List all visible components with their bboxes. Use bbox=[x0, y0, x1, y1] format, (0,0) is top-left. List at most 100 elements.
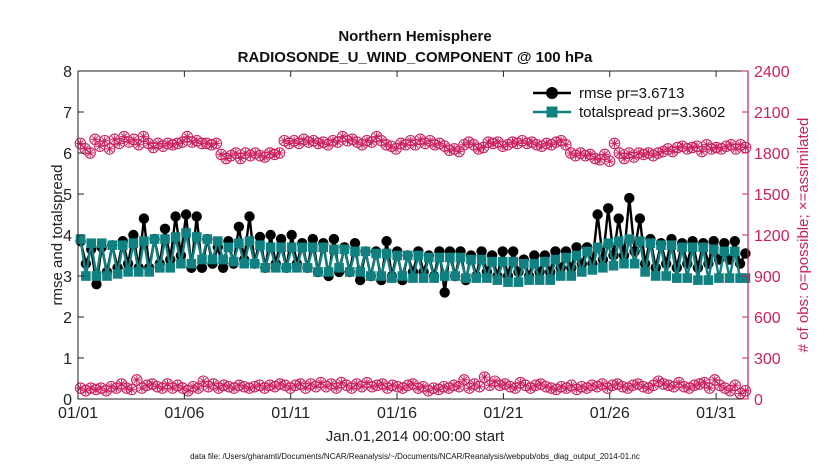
totalspread-point bbox=[629, 258, 640, 269]
obs-assimilated-marker bbox=[338, 132, 347, 141]
obs-assimilated-marker bbox=[139, 132, 148, 141]
totalspread-point bbox=[329, 244, 339, 255]
obs-assimilated-marker bbox=[378, 379, 387, 389]
totalspread-point bbox=[503, 277, 513, 287]
obs-assimilated-marker bbox=[286, 383, 295, 393]
totalspread-point bbox=[102, 271, 112, 281]
obs-possible-marker bbox=[739, 385, 752, 397]
obs-assimilated-marker bbox=[212, 139, 221, 148]
obs-assimilated-marker bbox=[620, 154, 629, 163]
obs-assimilated-marker bbox=[85, 148, 95, 158]
obs-assimilated-marker bbox=[741, 143, 750, 152]
totalspread-point bbox=[133, 267, 144, 277]
obs-assimilated-marker bbox=[81, 144, 90, 154]
obs-assimilated-marker bbox=[516, 378, 525, 387]
obs-assimilated-marker bbox=[182, 132, 192, 141]
obs-assimilated-marker bbox=[697, 147, 707, 156]
obs-assimilated-marker bbox=[81, 386, 90, 395]
totalspread-point bbox=[524, 275, 534, 285]
obs-assimilated-marker bbox=[511, 383, 520, 393]
obs-assimilated-marker bbox=[454, 382, 464, 391]
obs-assimilated-marker bbox=[391, 144, 401, 154]
x-tick-label: 01/06 bbox=[164, 405, 204, 422]
totalspread-point bbox=[371, 248, 381, 259]
rmse-point bbox=[275, 233, 287, 245]
obs-count-marker bbox=[608, 137, 621, 150]
totalspread-point bbox=[392, 250, 402, 261]
legend-totalspread-marker bbox=[546, 106, 558, 118]
obs-count-marker bbox=[137, 130, 150, 143]
rmse-point bbox=[497, 246, 508, 257]
rmse-point bbox=[196, 262, 208, 273]
obs-assimilated-marker bbox=[610, 139, 619, 148]
totalspread-point bbox=[191, 232, 202, 242]
obs-possible-marker bbox=[103, 143, 116, 155]
obs-assimilated-marker bbox=[731, 381, 740, 390]
obs-assimilated-marker bbox=[624, 148, 634, 158]
totalspread-point bbox=[450, 271, 460, 281]
totalspread-point bbox=[123, 267, 133, 277]
obs-possible-marker bbox=[729, 379, 741, 392]
obs-assimilated-marker bbox=[715, 381, 725, 390]
plot-area bbox=[74, 130, 752, 400]
obs-assimilated-marker bbox=[615, 148, 624, 158]
obs-assimilated-marker bbox=[700, 378, 709, 387]
y-right-tick-label: 1200 bbox=[754, 228, 790, 245]
totalspread-point bbox=[239, 258, 249, 269]
rmse-point bbox=[708, 236, 719, 247]
rmse-point bbox=[159, 223, 171, 234]
rmse-point bbox=[624, 192, 635, 204]
obs-assimilated-marker bbox=[668, 147, 677, 156]
obs-assimilated-marker bbox=[556, 136, 566, 145]
totalspread-point bbox=[387, 273, 397, 283]
totalspread-point bbox=[339, 244, 350, 255]
totalspread-point bbox=[735, 273, 745, 283]
totalspread-point bbox=[492, 275, 503, 285]
obs-assimilated-marker bbox=[567, 381, 576, 390]
obs-count-marker bbox=[478, 371, 491, 383]
obs-assimilated-marker bbox=[294, 139, 304, 148]
totalspread-point bbox=[497, 256, 508, 267]
rmse-point bbox=[381, 236, 392, 247]
totalspread-point bbox=[376, 271, 387, 281]
obs-assimilated-marker bbox=[398, 383, 407, 393]
obs-assimilated-marker bbox=[357, 382, 367, 391]
obs-assimilated-marker bbox=[332, 383, 341, 393]
obs-assimilated-marker bbox=[685, 383, 694, 393]
totalspread-point bbox=[708, 244, 719, 255]
obs-possible-marker bbox=[703, 382, 716, 394]
totalspread-point bbox=[260, 263, 271, 273]
obs-count-marker bbox=[458, 374, 470, 386]
rmse-point bbox=[265, 229, 276, 241]
totalspread-point bbox=[218, 254, 228, 265]
obs-assimilated-marker bbox=[500, 379, 510, 389]
totalspread-point bbox=[181, 228, 191, 238]
obs-assimilated-marker bbox=[603, 383, 612, 393]
obs-assimilated-marker bbox=[137, 383, 147, 393]
obs-possible-marker bbox=[84, 147, 96, 159]
x-tick-label: 01/26 bbox=[590, 405, 630, 422]
totalspread-point bbox=[656, 240, 666, 250]
obs-count-marker bbox=[131, 374, 143, 386]
obs-count-marker bbox=[729, 379, 741, 392]
totalspread-point bbox=[471, 273, 482, 283]
obs-assimilated-marker bbox=[163, 379, 172, 389]
y-tick-label: 1 bbox=[63, 351, 72, 368]
y-right-tick-label: 1500 bbox=[754, 187, 790, 204]
obs-count-marker bbox=[273, 147, 286, 159]
totalspread-point bbox=[424, 252, 434, 263]
obs-assimilated-marker bbox=[357, 140, 367, 150]
totalspread-point bbox=[577, 267, 587, 277]
totalspread-point bbox=[566, 271, 577, 281]
rmse-point bbox=[233, 221, 245, 232]
totalspread-point bbox=[402, 250, 413, 261]
totalspread-point bbox=[276, 242, 286, 253]
obs-assimilated-marker bbox=[260, 152, 270, 162]
totalspread-point bbox=[587, 265, 598, 275]
obs-assimilated-marker bbox=[367, 137, 376, 147]
totalspread-point bbox=[661, 271, 671, 281]
rmse-point bbox=[508, 246, 519, 257]
totalspread-point bbox=[598, 263, 608, 273]
obs-assimilated-marker bbox=[623, 383, 632, 393]
